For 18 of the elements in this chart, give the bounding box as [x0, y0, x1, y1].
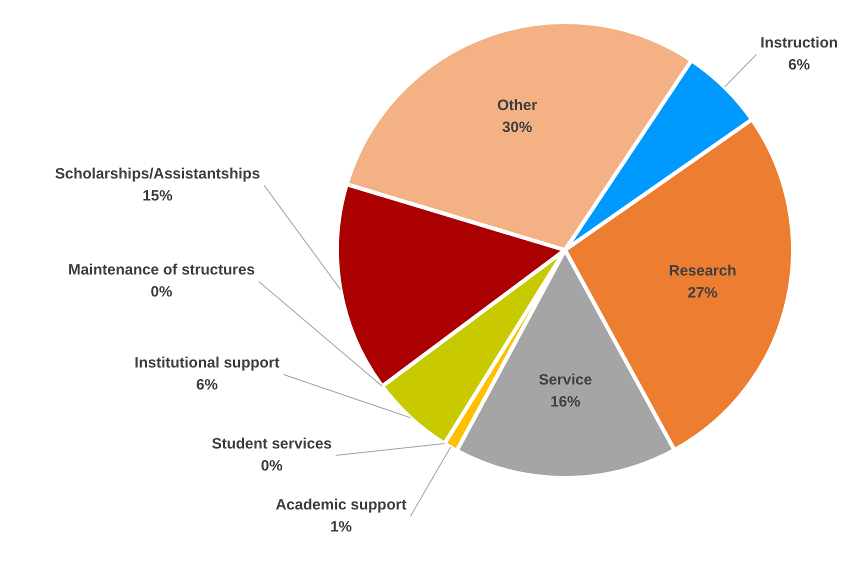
- slice-label: Academic support: [276, 496, 406, 514]
- slice-label: Instruction: [760, 34, 838, 52]
- text: 0%: [150, 284, 172, 301]
- data-label: 27%: [688, 284, 718, 302]
- slice-label: Service: [538, 372, 592, 388]
- data-label: 6%: [788, 56, 810, 74]
- category-label: Maintenance of structures: [68, 262, 255, 279]
- category-label: Student services: [212, 436, 332, 453]
- slice-label: Scholarships/Assistantships: [55, 165, 260, 182]
- data-label: 1%: [330, 518, 352, 536]
- slice-label: Institutional support: [134, 354, 280, 372]
- data-label: 15%: [142, 187, 173, 204]
- slice-label: Research: [668, 262, 736, 280]
- data-label: 16%: [550, 394, 580, 410]
- slice-label: Other: [497, 97, 538, 114]
- data-label: 30%: [502, 119, 532, 136]
- text: 0%: [260, 458, 283, 475]
- data-label: 6%: [196, 376, 218, 394]
